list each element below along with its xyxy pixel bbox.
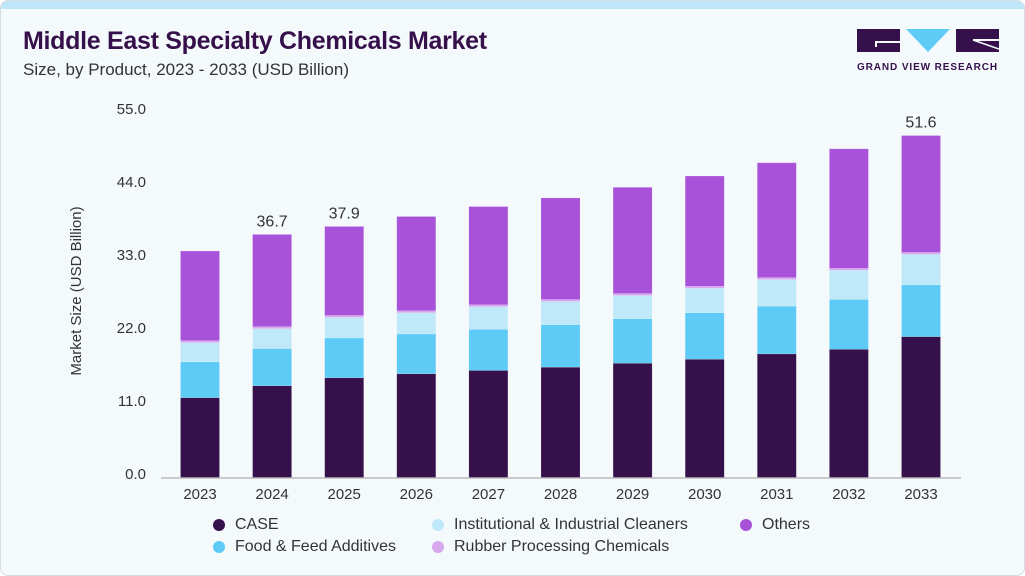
bar-segment-case	[757, 353, 797, 479]
bar-segment-rubber-processing-chemicals	[540, 299, 581, 302]
bar-segment-case	[684, 358, 725, 479]
legend-item: Food & Feed Additives	[213, 538, 396, 556]
bar-segment-rubber-processing-chemicals	[252, 326, 292, 329]
bar-segment-rubber-processing-chemicals	[684, 285, 725, 289]
legend-marker-icon	[432, 519, 444, 531]
bar-segment-institutional-industrial-cleaners	[396, 312, 437, 335]
bar-segment-food-feed-additives	[468, 329, 509, 371]
bar-segment-institutional-industrial-cleaners	[180, 342, 220, 363]
top-accent-bar	[1, 1, 1024, 9]
x-tick-label: 2027	[472, 486, 505, 503]
legend-label: Others	[762, 516, 811, 533]
bar-segment-food-feed-additives	[612, 318, 653, 364]
bar-segment-rubber-processing-chemicals	[180, 340, 220, 343]
x-tick-label: 2028	[544, 486, 577, 503]
y-tick-label: 11.0	[118, 393, 146, 410]
bar-segment-food-feed-additives	[684, 312, 725, 360]
data-label: 51.6	[905, 115, 936, 132]
x-tick-label: 2023	[183, 486, 216, 503]
data-label: 36.7	[257, 213, 288, 230]
bar-segment-others	[396, 216, 437, 312]
bar-segment-case	[829, 349, 869, 479]
bar-segment-institutional-industrial-cleaners	[901, 254, 941, 286]
bar-segment-rubber-processing-chemicals	[757, 277, 797, 280]
x-tick-label: 2033	[904, 486, 937, 503]
legend-marker-icon	[213, 541, 225, 553]
legend-marker-icon	[740, 519, 752, 531]
bar-segment-institutional-industrial-cleaners	[757, 279, 797, 307]
bar-segment-institutional-industrial-cleaners	[684, 287, 725, 314]
bar-segment-rubber-processing-chemicals	[901, 252, 941, 255]
grand-view-research-logo: GRAND VIEW RESEARCH	[857, 29, 1000, 73]
bar-segment-case	[396, 373, 437, 479]
y-tick-label: 55.0	[117, 101, 146, 118]
y-axis-title: Market Size (USD Billion)	[68, 206, 85, 375]
bar-segment-food-feed-additives	[324, 337, 364, 379]
y-tick-label: 33.0	[117, 247, 146, 264]
x-tick-label: 2025	[328, 486, 361, 503]
bar-segment-case	[468, 370, 509, 479]
bar-segment-food-feed-additives	[829, 299, 869, 350]
bar-segment-others	[757, 162, 797, 278]
bar-segment-others	[829, 148, 869, 269]
bar-segment-others	[540, 197, 581, 300]
legend-label: CASE	[235, 516, 279, 533]
x-tick-label: 2032	[832, 486, 865, 503]
bar-segment-case	[540, 366, 581, 479]
bar-segment-others	[612, 187, 653, 294]
bar-segment-rubber-processing-chemicals	[468, 304, 509, 308]
bar-segment-case	[612, 362, 653, 479]
bar-segment-rubber-processing-chemicals	[829, 268, 869, 271]
y-tick-label: 44.0	[117, 174, 146, 191]
logo-mark-icon	[857, 29, 1000, 52]
bar-segment-food-feed-additives	[252, 348, 292, 387]
legend-item: Others	[740, 516, 810, 534]
x-tick-label: 2030	[688, 486, 721, 503]
legend-marker-icon	[213, 519, 225, 531]
bar-segment-case	[901, 336, 941, 479]
bar-segment-others	[324, 226, 364, 316]
bar-segment-institutional-industrial-cleaners	[612, 295, 653, 319]
bar-segment-food-feed-additives	[180, 361, 220, 398]
bar-segment-institutional-industrial-cleaners	[829, 270, 869, 300]
bar-segment-case	[252, 385, 292, 479]
y-tick-label: 0.0	[125, 466, 146, 483]
data-label: 37.9	[329, 205, 360, 222]
chart-subtitle: Size, by Product, 2023 - 2033 (USD Billi…	[23, 60, 349, 79]
legend-label: Rubber Processing Chemicals	[454, 538, 670, 555]
bar-segment-case	[180, 397, 220, 479]
bar-segment-institutional-industrial-cleaners	[324, 317, 364, 339]
bar-segment-food-feed-additives	[901, 284, 941, 337]
bar-segment-institutional-industrial-cleaners	[252, 328, 292, 349]
bar-segment-rubber-processing-chemicals	[396, 310, 437, 314]
bar-segment-food-feed-additives	[396, 333, 437, 375]
bar-segment-others	[468, 206, 509, 306]
bar-segment-others	[684, 175, 725, 287]
x-tick-label: 2029	[616, 486, 649, 503]
bar-segment-others	[901, 135, 941, 253]
legend-item: Institutional & Industrial Cleaners	[432, 516, 688, 534]
chart-title: Middle East Specialty Chemicals Market	[23, 27, 487, 55]
bar-segment-institutional-industrial-cleaners	[540, 301, 581, 325]
legend-marker-icon	[432, 541, 444, 553]
x-tick-label: 2031	[760, 486, 793, 503]
legend-item: CASE	[213, 516, 279, 534]
legend-item: Rubber Processing Chemicals	[432, 538, 669, 556]
bar-segment-case	[324, 377, 364, 479]
bar-segment-rubber-processing-chemicals	[612, 293, 653, 296]
bar-segment-institutional-industrial-cleaners	[468, 306, 509, 330]
bar-segment-rubber-processing-chemicals	[324, 315, 364, 318]
legend-label: Food & Feed Additives	[235, 538, 396, 555]
x-tick-label: 2024	[255, 486, 288, 503]
bar-segment-food-feed-additives	[757, 305, 797, 355]
legend-label: Institutional & Industrial Cleaners	[454, 516, 688, 533]
logo-text: GRAND VIEW RESEARCH	[857, 62, 998, 73]
bar-segment-others	[252, 234, 292, 327]
x-tick-label: 2026	[400, 486, 433, 503]
bar-segment-others	[180, 250, 220, 341]
bar-segment-food-feed-additives	[540, 324, 581, 368]
y-tick-label: 22.0	[117, 320, 146, 337]
